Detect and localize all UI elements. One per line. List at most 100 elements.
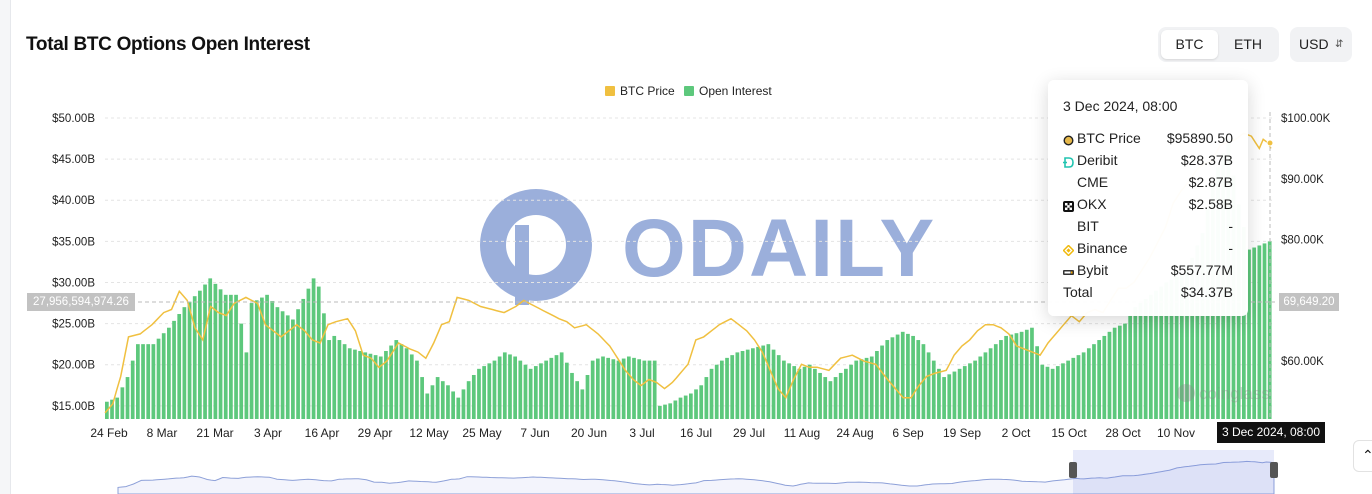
coinglass-watermark: coinglass bbox=[1177, 384, 1270, 403]
oi-bar bbox=[513, 356, 517, 419]
oi-bar bbox=[146, 344, 151, 419]
oi-bar bbox=[167, 327, 171, 419]
navigator[interactable] bbox=[117, 452, 1275, 494]
tab-eth[interactable]: ETH bbox=[1234, 36, 1262, 52]
oi-bar bbox=[895, 334, 900, 419]
okx-icon bbox=[1063, 199, 1074, 212]
oi-bar bbox=[714, 364, 719, 419]
oi-bar bbox=[182, 307, 187, 419]
x-tick-label: 11 Aug bbox=[784, 426, 820, 440]
oi-bar bbox=[1009, 334, 1014, 419]
oi-bar bbox=[968, 363, 972, 419]
oi-bar bbox=[363, 352, 368, 419]
currency-select[interactable]: USD ⇵ bbox=[1290, 27, 1352, 62]
oi-bar bbox=[782, 360, 786, 419]
oi-bar bbox=[234, 294, 238, 419]
oi-bar bbox=[652, 360, 657, 419]
oi-bar bbox=[689, 393, 693, 419]
oi-bar bbox=[223, 294, 228, 419]
oi-bar bbox=[285, 315, 290, 419]
oi-bar bbox=[802, 366, 807, 419]
legend-label-btc-price: BTC Price bbox=[620, 84, 675, 98]
y-axis-left: $15.00B $20.00B $25.00B $30.00B $35.00B $40.0… bbox=[52, 113, 95, 413]
oi-bar bbox=[528, 368, 533, 419]
x-tick-label: 16 Apr bbox=[305, 426, 340, 440]
oi-bar bbox=[244, 352, 249, 419]
oi-bar bbox=[497, 356, 502, 419]
oi-bar bbox=[1102, 335, 1107, 419]
y-right-tick-label: $100.00K bbox=[1281, 113, 1331, 125]
watermark-source: coinglass bbox=[1199, 384, 1270, 403]
oi-bar bbox=[756, 346, 760, 419]
oi-bar bbox=[110, 399, 114, 419]
oi-bar bbox=[657, 405, 662, 419]
oi-bar bbox=[668, 403, 673, 419]
oi-bar bbox=[766, 344, 771, 419]
oi-bar bbox=[1154, 290, 1158, 419]
y-axis-right: $60.00K$70.00K$80.00K$90.00K$100.00K bbox=[1281, 113, 1331, 368]
x-tick-label: 7 Jun bbox=[520, 426, 549, 440]
oi-bar bbox=[704, 377, 709, 419]
oi-bar bbox=[1024, 329, 1029, 419]
navigator-handle-right[interactable] bbox=[1270, 462, 1278, 478]
oi-bar bbox=[999, 340, 1003, 419]
oi-bar bbox=[854, 360, 859, 419]
x-tick-label: 21 Mar bbox=[196, 426, 233, 440]
oi-bar bbox=[993, 344, 998, 419]
oi-bar bbox=[725, 357, 729, 419]
oi-bar bbox=[373, 355, 378, 419]
scroll-up-button[interactable]: ⌃ bbox=[1353, 440, 1372, 472]
x-tick-label: 25 May bbox=[462, 426, 501, 440]
oi-bar bbox=[694, 389, 698, 419]
oi-bar bbox=[880, 345, 884, 419]
oi-bar bbox=[916, 340, 921, 419]
btc-price-marker bbox=[1266, 139, 1274, 147]
y-right-tick-label: $80.00K bbox=[1281, 235, 1324, 247]
oi-bar bbox=[626, 356, 631, 419]
oi-bar bbox=[1112, 327, 1117, 419]
oi-bar bbox=[709, 368, 714, 419]
navigator-handle-left[interactable] bbox=[1069, 462, 1077, 478]
oi-bar bbox=[1086, 348, 1091, 419]
oi-bar bbox=[125, 377, 130, 419]
tab-btc[interactable]: BTC bbox=[1161, 30, 1218, 59]
oi-bar bbox=[518, 360, 523, 419]
oi-bar bbox=[1159, 286, 1164, 419]
oi-bar bbox=[156, 338, 161, 419]
y-right-tick-label: $90.00K bbox=[1281, 174, 1324, 186]
navigator-selection[interactable] bbox=[1073, 450, 1274, 494]
oi-bar bbox=[218, 289, 223, 419]
oi-bar bbox=[1164, 282, 1169, 419]
tooltip-row-okx: OKX $2.58B bbox=[1063, 196, 1233, 216]
oi-bar bbox=[776, 355, 781, 419]
oi-bar bbox=[1169, 279, 1174, 419]
asset-toggle: BTC ETH bbox=[1158, 27, 1279, 62]
oi-bar bbox=[446, 385, 450, 419]
oi-bar bbox=[735, 352, 740, 419]
coinglass-logo-icon bbox=[1177, 384, 1195, 402]
oi-bar bbox=[983, 352, 988, 419]
tooltip: 3 Dec 2024, 08:00 BTC Price $95890.50 De… bbox=[1048, 80, 1248, 316]
oi-bar bbox=[523, 364, 528, 419]
oi-bar bbox=[487, 363, 492, 419]
x-tick-label: 2 Oct bbox=[1002, 426, 1031, 440]
oi-bar bbox=[172, 320, 176, 419]
oi-bar bbox=[838, 372, 843, 419]
oi-bar bbox=[161, 333, 166, 419]
oi-bar bbox=[347, 348, 352, 419]
oi-bar bbox=[921, 344, 926, 419]
oi-bar bbox=[745, 349, 750, 419]
x-tick-label: 8 Mar bbox=[147, 426, 178, 440]
oi-bar bbox=[353, 349, 357, 419]
oi-bar bbox=[952, 371, 957, 419]
oi-bar bbox=[575, 381, 580, 419]
oi-bar bbox=[316, 286, 321, 419]
x-tick-label: 24 Feb bbox=[90, 426, 128, 440]
oi-bar bbox=[456, 397, 461, 419]
oi-bar bbox=[890, 337, 895, 419]
oi-bar bbox=[678, 397, 683, 419]
oi-bar bbox=[203, 284, 207, 419]
oi-bar bbox=[1014, 333, 1019, 419]
oi-bar bbox=[564, 362, 569, 419]
